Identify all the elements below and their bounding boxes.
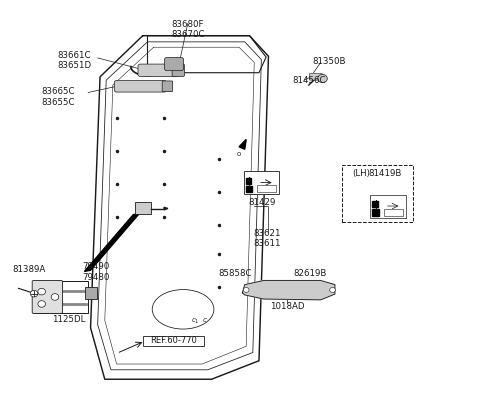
FancyBboxPatch shape [143,336,204,347]
FancyBboxPatch shape [342,165,413,222]
Text: 1125DL: 1125DL [52,316,86,324]
Text: 81350B: 81350B [312,57,346,66]
Text: 82619B: 82619B [294,269,327,278]
FancyBboxPatch shape [34,281,88,314]
Circle shape [243,287,249,292]
Text: 81456C: 81456C [292,76,326,85]
FancyBboxPatch shape [162,81,173,92]
Polygon shape [84,214,139,271]
FancyBboxPatch shape [244,171,279,194]
Text: 81429: 81429 [248,198,275,207]
Polygon shape [372,209,379,216]
Polygon shape [246,178,252,184]
FancyBboxPatch shape [165,58,183,70]
FancyBboxPatch shape [135,202,151,214]
FancyBboxPatch shape [309,73,323,80]
FancyBboxPatch shape [114,80,167,92]
Text: (LH): (LH) [352,169,370,178]
Text: 81389A: 81389A [12,265,46,274]
Text: REF.60-770: REF.60-770 [150,337,197,346]
Polygon shape [246,186,252,193]
Text: 83661C
83651D: 83661C 83651D [57,50,92,70]
FancyBboxPatch shape [32,281,62,314]
Polygon shape [164,207,168,210]
Polygon shape [372,201,378,207]
Circle shape [38,301,46,307]
Circle shape [318,74,327,83]
FancyBboxPatch shape [172,64,184,76]
Text: $c_1$  $c$: $c_1$ $c$ [191,317,208,326]
Text: 83665C
83655C: 83665C 83655C [42,87,75,106]
Circle shape [38,288,46,295]
Text: 1018AD: 1018AD [270,302,305,311]
Polygon shape [239,139,246,149]
FancyBboxPatch shape [85,287,97,299]
Text: 79490
79480: 79490 79480 [83,262,110,282]
Text: 83621
83611: 83621 83611 [254,229,281,249]
Polygon shape [242,281,335,300]
FancyBboxPatch shape [371,195,406,218]
Text: 85858C: 85858C [218,269,252,278]
FancyBboxPatch shape [384,208,403,216]
Text: 83680F
83670C: 83680F 83670C [171,20,204,40]
Circle shape [51,294,59,300]
FancyBboxPatch shape [138,64,179,76]
Circle shape [30,290,38,297]
FancyBboxPatch shape [257,185,276,193]
Circle shape [330,287,336,292]
Text: o: o [237,151,240,157]
Text: 81419B: 81419B [368,169,401,178]
